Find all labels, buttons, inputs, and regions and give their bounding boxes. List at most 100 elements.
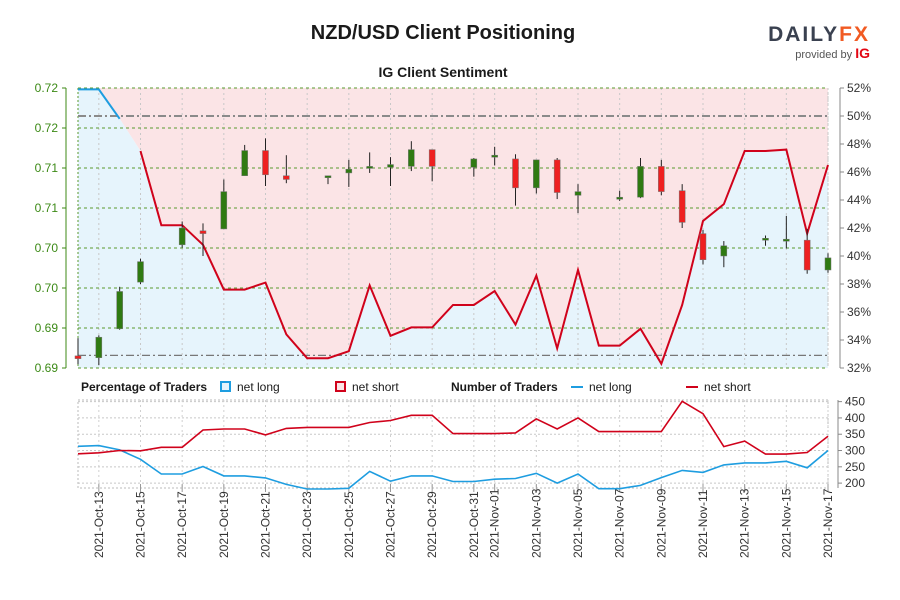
price-candle — [720, 245, 728, 257]
price-candle — [387, 164, 394, 168]
date-tick-label: 2021-Oct-13 — [92, 491, 106, 558]
legend-pct-long-label: net long — [237, 380, 280, 394]
date-tick-label: 2021-Nov-09 — [654, 488, 668, 558]
pct-tick-label: 32% — [847, 361, 871, 375]
date-tick-label: 2021-Nov-13 — [738, 488, 752, 558]
legend-pct-short-label: net short — [352, 380, 399, 394]
pct-tick-label: 38% — [847, 277, 871, 291]
net-long-count-line — [77, 444, 829, 490]
count-tick-label: 450 — [845, 395, 865, 409]
dailyfx-logo: DAILYFX provided by IG — [755, 24, 870, 62]
date-tick-label: 2021-Nov-07 — [613, 488, 627, 558]
price-tick-label: 0.71 — [35, 201, 59, 215]
price-candle — [470, 158, 478, 168]
legend-percentage: Percentage of Traders — [81, 380, 207, 394]
date-tick-label: 2021-Oct-21 — [259, 491, 273, 558]
legend-num-short: net short — [686, 380, 751, 394]
date-tick-label: 2021-Nov-15 — [779, 488, 793, 558]
price-candle — [658, 166, 665, 192]
pct-tick-label: 40% — [847, 249, 871, 263]
price-tick-label: 0.71 — [35, 161, 59, 175]
count-tick-label: 250 — [845, 460, 865, 474]
price-candle — [262, 150, 269, 176]
logo-daily: DAILY — [768, 23, 840, 46]
price-candle — [803, 239, 811, 271]
count-tick-label: 200 — [845, 476, 865, 490]
date-tick-label: 2021-Nov-01 — [488, 488, 502, 558]
logo-provided-by: provided by — [795, 49, 853, 61]
pct-tick-label: 46% — [847, 165, 871, 179]
pct-tick-label: 36% — [847, 305, 871, 319]
legend-num-short-label: net short — [704, 380, 751, 394]
date-tick-label: 2021-Oct-23 — [300, 491, 314, 558]
price-tick-label: 0.70 — [35, 241, 59, 255]
pct-tick-label: 44% — [847, 193, 871, 207]
price-candle — [783, 238, 790, 242]
price-candle — [699, 233, 707, 260]
price-tick-label: 0.72 — [35, 121, 59, 135]
date-tick-label: 2021-Oct-27 — [384, 491, 398, 558]
pct-tick-label: 50% — [847, 109, 871, 123]
logo-ig: IG — [855, 45, 870, 61]
price-candle — [824, 257, 832, 271]
net-short-count-line — [77, 400, 829, 455]
price-candle — [283, 175, 290, 180]
price-candle — [324, 175, 332, 178]
price-candle — [220, 191, 228, 230]
price-candle — [116, 291, 123, 330]
legend-pct-short: net short — [335, 380, 399, 394]
legend-number: Number of Traders — [451, 380, 558, 394]
date-tick-label: 2021-Oct-15 — [134, 491, 148, 558]
date-tick-label: 2021-Nov-05 — [571, 488, 585, 558]
price-candle — [199, 230, 207, 234]
price-candle — [637, 166, 644, 198]
pct-tick-label: 48% — [847, 137, 871, 151]
price-candle — [533, 159, 540, 189]
price-candle — [241, 150, 248, 176]
legend-num-long: net long — [571, 380, 632, 394]
pct-tick-label: 52% — [847, 81, 871, 95]
net-long-pct-line — [78, 88, 121, 120]
logo-fx: FX — [839, 23, 870, 46]
count-tick-label: 300 — [845, 444, 865, 458]
date-tick-label: 2021-Nov-11 — [696, 489, 710, 558]
price-candle — [616, 196, 623, 200]
chart-subtitle: IG Client Sentiment — [378, 64, 508, 80]
price-candle — [408, 149, 415, 167]
chart-title: NZD/USD Client Positioning — [310, 22, 576, 44]
price-candle — [178, 227, 186, 246]
date-tick-label: 2021-Nov-03 — [529, 488, 543, 558]
date-tick-label: 2021-Nov-17 — [821, 488, 835, 558]
price-candle — [428, 149, 436, 167]
price-candle — [574, 191, 582, 196]
legend-num-long-label: net long — [589, 380, 632, 394]
legend-num-title: Number of Traders — [451, 380, 558, 394]
pct-tick-label: 42% — [847, 221, 871, 235]
date-tick-label: 2021-Oct-17 — [175, 491, 189, 558]
price-tick-label: 0.69 — [35, 361, 59, 375]
legend-pct-title: Percentage of Traders — [81, 380, 208, 394]
net-short-line-icon — [686, 386, 698, 388]
date-tick-label: 2021-Oct-29 — [425, 491, 439, 558]
pct-tick-label: 34% — [847, 333, 871, 347]
count-tick-label: 350 — [845, 427, 865, 441]
net-long-line-icon — [571, 386, 583, 388]
price-candle — [512, 158, 519, 189]
price-candle — [491, 154, 498, 158]
price-tick-label: 0.70 — [35, 281, 59, 295]
legend-pct-long: net long — [220, 380, 280, 394]
price-candle — [137, 261, 144, 283]
price-candle — [762, 238, 769, 241]
price-tick-label: 0.69 — [35, 321, 59, 335]
price-candle — [95, 336, 103, 358]
price-candle — [366, 166, 373, 169]
date-tick-label: 2021-Oct-19 — [217, 491, 231, 558]
price-candle — [678, 190, 686, 223]
net-short-swatch-icon — [335, 381, 346, 392]
price-tick-label: 0.72 — [35, 81, 59, 95]
price-candle — [345, 168, 353, 174]
date-tick-label: 2021-Oct-31 — [467, 491, 481, 558]
price-candle — [553, 159, 561, 193]
net-short-pct-line — [139, 148, 829, 367]
